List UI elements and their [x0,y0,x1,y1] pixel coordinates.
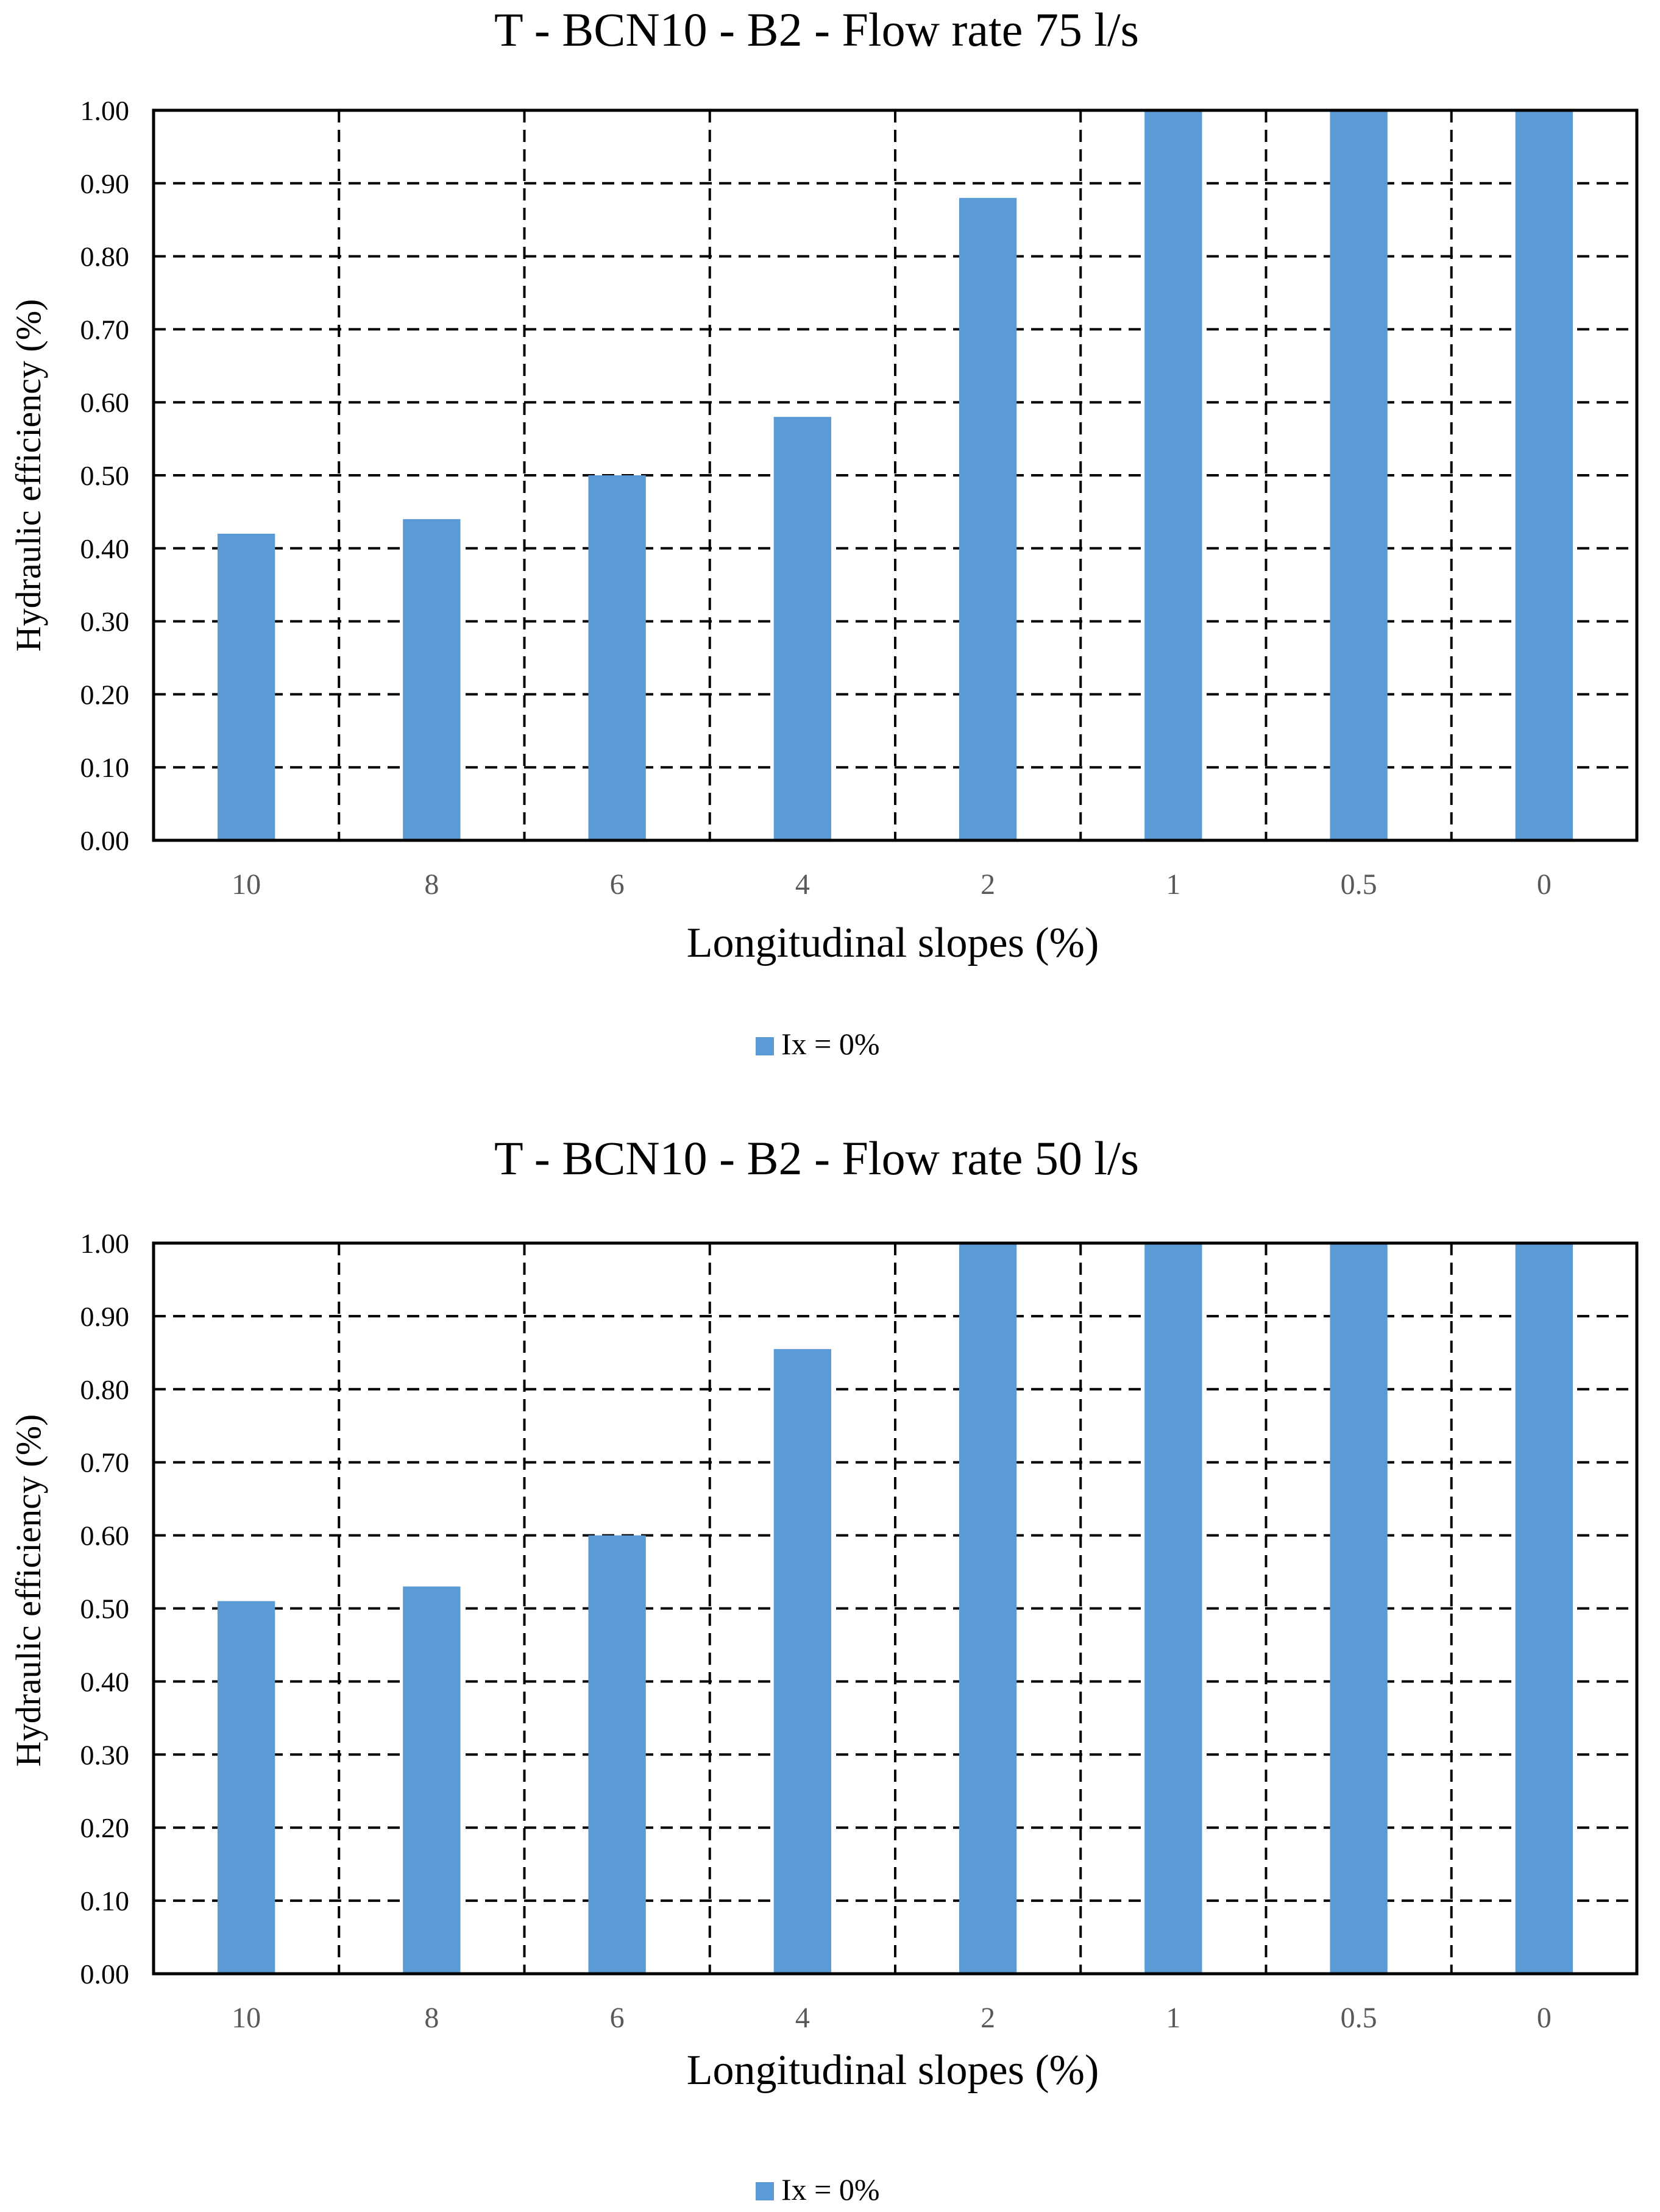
y-tick-label: 0.80 [80,241,130,272]
chart-svg: T - BCN10 - B2 - Flow rate 75 l/s 0.00 0.… [9,3,1639,1061]
x-tick-label: 1 [1166,868,1180,901]
bar-10 [217,1601,275,1974]
bar-10 [217,533,275,840]
bar-6 [588,1535,646,1974]
x-tick-label: 8 [424,2002,439,2034]
x-tick-label: 6 [610,2002,625,2034]
x-tick-label: 0.5 [1341,2002,1377,2034]
y-tick-label: 0.40 [80,1666,130,1697]
y-axis-label: Hydraulic efficiency (%) [9,1414,48,1767]
bar-8 [403,519,461,840]
y-tick-label: 0.60 [80,387,130,418]
chart-svg: T - BCN10 - B2 - Flow rate 50 l/s 0.00 0.… [9,1132,1639,2207]
y-tick-label: 0.30 [80,1739,130,1770]
bar-1 [1144,110,1202,840]
y-tick-label: 0.00 [80,1959,130,1990]
y-tick-label: 0.80 [80,1374,130,1405]
y-tick-label: 0.70 [80,1447,130,1478]
bar-8 [403,1586,461,1974]
bar-1 [1144,1243,1202,1974]
bar-0 [1515,1243,1573,1974]
bar-6 [588,475,646,840]
plot-frame [152,1241,1639,1976]
x-tick-label: 4 [795,868,810,901]
chart-title: T - BCN10 - B2 - Flow rate 75 l/s [494,3,1139,56]
x-tick-label: 4 [795,2002,810,2034]
legend-swatch [756,2182,774,2200]
x-axis-label: Longitudinal slopes (%) [687,920,1099,966]
y-tick-label: 0.30 [80,606,130,637]
y-tick-label: 0.90 [80,168,130,199]
x-tick-label: 8 [424,868,439,901]
y-tick-label: 0.10 [80,1885,130,1916]
y-tick-label: 0.60 [80,1520,130,1551]
legend: Ix = 0% [756,1027,880,1061]
x-tick-label: 0.5 [1341,868,1377,901]
y-tick-label: 0.50 [80,460,130,491]
x-tick-label: 6 [610,868,625,901]
x-tick-label: 2 [981,2002,995,2034]
legend-label: Ix = 0% [781,2172,880,2207]
y-tick-label: 0.40 [80,533,130,564]
y-tick-label: 1.00 [80,1228,130,1259]
legend-label: Ix = 0% [781,1027,880,1061]
x-tick-label: 0 [1537,868,1552,901]
bar-4 [773,1349,832,1974]
x-tick-label: 10 [232,868,261,901]
x-tick-label: 1 [1166,2002,1180,2034]
y-axis-label: Hydraulic efficiency (%) [9,299,48,652]
bar-0-5 [1330,110,1388,840]
y-tick-label: 1.00 [80,95,130,126]
legend: Ix = 0% [756,2172,880,2207]
y-tick-label: 0.90 [80,1301,130,1332]
plot-frame [152,108,1639,842]
y-tick-label: 0.50 [80,1593,130,1625]
bar-0 [1515,110,1573,840]
bar-2 [959,197,1017,840]
chart-title: T - BCN10 - B2 - Flow rate 50 l/s [494,1132,1139,1185]
x-tick-label: 0 [1537,2002,1552,2034]
y-tick-label: 0.20 [80,679,130,710]
x-tick-label: 10 [232,2002,261,2034]
y-tick-label: 0.20 [80,1812,130,1843]
legend-swatch [756,1037,774,1055]
x-axis-label: Longitudinal slopes (%) [687,2047,1099,2094]
y-tick-label: 0.00 [80,825,130,856]
chart-flow-rate-75: T - BCN10 - B2 - Flow rate 75 l/s 0.00 0.… [9,3,1639,1061]
y-tick-label: 0.10 [80,752,130,783]
chart-flow-rate-50: T - BCN10 - B2 - Flow rate 50 l/s 0.00 0.… [0,1106,1660,2212]
y-tick-label: 0.70 [80,314,130,345]
x-tick-label: 2 [981,868,995,901]
bar-4 [773,417,832,840]
bar-0-5 [1330,1243,1388,1974]
bar-2 [959,1243,1017,1974]
